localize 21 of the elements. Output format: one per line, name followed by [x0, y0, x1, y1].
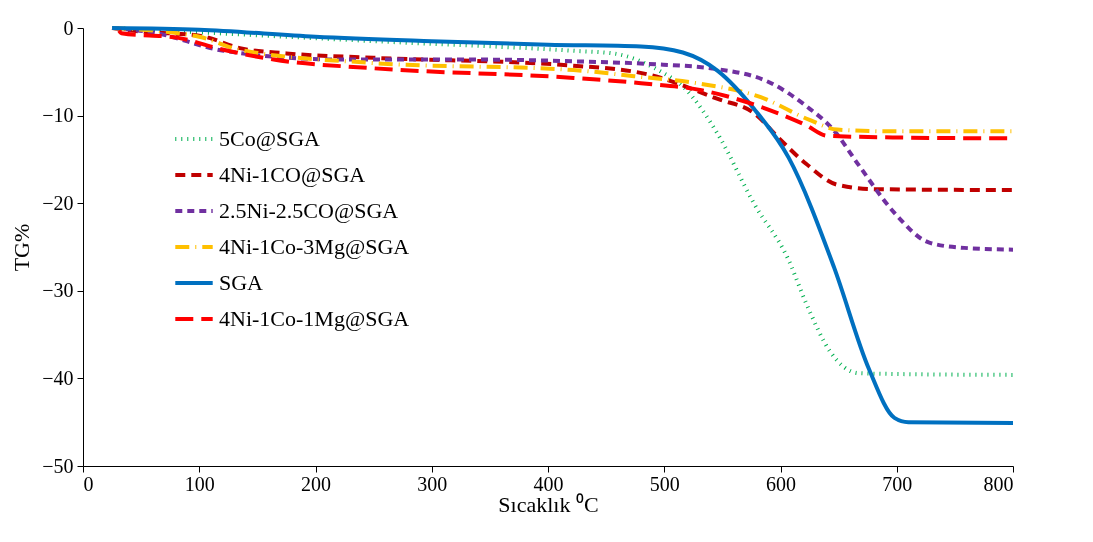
- y-tick-label: −40: [42, 366, 74, 389]
- legend-label: 2.5Ni-2.5CO@SGA: [219, 198, 399, 223]
- y-tick-label: −30: [42, 279, 74, 302]
- y-axis-title: TG%: [9, 223, 35, 272]
- x-tick-label: 600: [766, 472, 796, 495]
- x-tick-label: 200: [301, 472, 331, 495]
- legend-label: 4Ni-1CO@SGA: [219, 162, 366, 187]
- legend-label: 4Ni-1Co-1Mg@SGA: [219, 306, 410, 331]
- y-tick-label: −10: [42, 104, 74, 127]
- x-tick-label: 0: [83, 472, 94, 495]
- y-tick-label: −50: [42, 454, 74, 477]
- x-tick-label: 800: [983, 472, 1014, 495]
- legend-label: 5Co@SGA: [219, 126, 321, 151]
- y-tick-label: −20: [42, 191, 74, 214]
- x-tick-label: 700: [882, 472, 913, 495]
- legend-label: SGA: [219, 270, 264, 295]
- x-tick-label: 300: [417, 472, 448, 495]
- y-tick-label: 0: [63, 16, 74, 39]
- x-tick-label: 100: [184, 472, 215, 495]
- legend-label: 4Ni-1Co-3Mg@SGA: [219, 234, 410, 259]
- x-tick-label: 500: [649, 472, 680, 495]
